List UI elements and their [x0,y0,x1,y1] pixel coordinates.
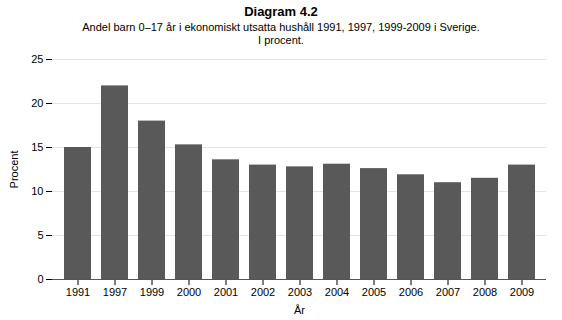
svg-text:1991: 1991 [66,286,90,298]
svg-text:2005: 2005 [362,286,386,298]
svg-text:Procent: Procent [8,151,20,189]
svg-text:25: 25 [31,53,43,65]
svg-text:20: 20 [31,97,43,109]
svg-text:1997: 1997 [103,286,127,298]
svg-text:10: 10 [31,185,43,197]
svg-text:2004: 2004 [325,286,349,298]
svg-text:2006: 2006 [399,286,423,298]
html-text:Andel barn 0–17 år i ekonomisk: Andel barn 0–17 år i ekonomiskt utsatta … [82,21,480,33]
html-text:I procent.: I procent. [258,34,304,46]
svg-text:2007: 2007 [436,286,460,298]
svg-text:2003: 2003 [288,286,312,298]
svg-text:0: 0 [37,273,43,285]
svg-text:1999: 1999 [140,286,164,298]
svg-text:2000: 2000 [177,286,201,298]
svg-text:2001: 2001 [214,286,238,298]
svg-text:År: År [294,304,305,316]
svg-text:2008: 2008 [473,286,497,298]
svg-text:2002: 2002 [251,286,275,298]
html-text:Diagram 4.2: Diagram 4.2 [244,4,318,19]
svg-text:2009: 2009 [510,286,534,298]
svg-text:5: 5 [37,229,43,241]
svg-text:15: 15 [31,141,43,153]
